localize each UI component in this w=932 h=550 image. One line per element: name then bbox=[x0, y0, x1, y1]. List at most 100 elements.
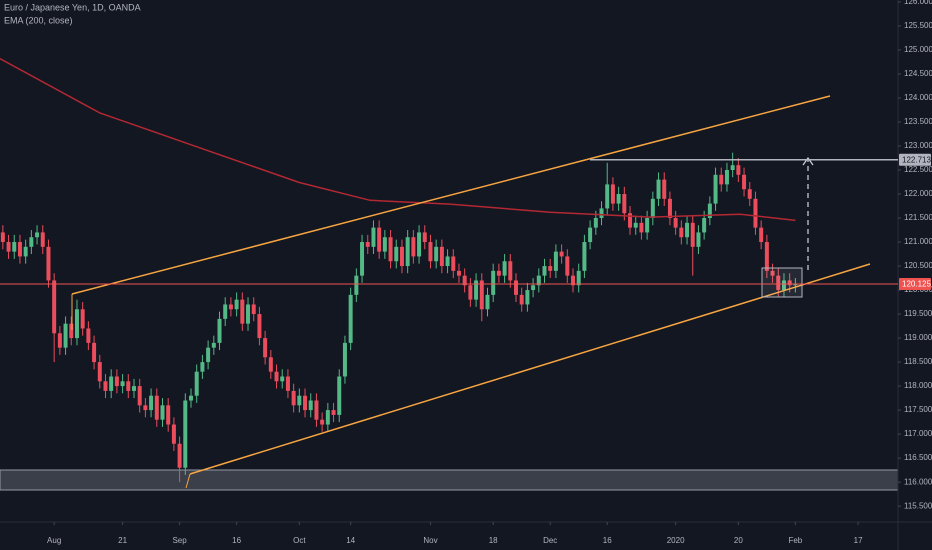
candle-body bbox=[183, 400, 188, 468]
candle-body bbox=[667, 198, 672, 219]
candle-body bbox=[439, 246, 444, 267]
candle-body bbox=[97, 362, 102, 382]
candle-body bbox=[394, 246, 399, 262]
candle-body bbox=[730, 165, 735, 170]
candle-body bbox=[736, 165, 741, 175]
candle-body bbox=[303, 395, 308, 411]
candle-body bbox=[491, 270, 496, 295]
y-tick-label: 120.500 bbox=[904, 261, 932, 270]
candle-body bbox=[679, 227, 684, 238]
candle-body bbox=[166, 405, 171, 425]
candle-body bbox=[724, 169, 729, 185]
x-tick-label: 17 bbox=[854, 536, 863, 545]
candle-body bbox=[69, 323, 74, 339]
candle-body bbox=[360, 242, 365, 276]
candle-body bbox=[662, 179, 667, 199]
channel-lower-anchor bbox=[185, 473, 191, 489]
candle-body bbox=[63, 323, 68, 348]
x-tick-label: Feb bbox=[788, 536, 802, 545]
indicator-legend: EMA (200, close) bbox=[4, 15, 73, 25]
candle-body bbox=[650, 198, 655, 219]
candle-body bbox=[628, 213, 633, 228]
candle-body bbox=[57, 333, 62, 348]
y-tick-label: 117.000 bbox=[904, 429, 932, 438]
y-tick-label: 122.500 bbox=[904, 165, 932, 174]
candle-body bbox=[263, 338, 268, 358]
candle-body bbox=[234, 299, 239, 310]
y-tick-label: 122.000 bbox=[904, 189, 932, 198]
candle-body bbox=[582, 242, 587, 271]
channel-lower bbox=[189, 263, 871, 475]
y-tick-label: 125.500 bbox=[904, 21, 932, 30]
price-label-box bbox=[899, 278, 931, 291]
candle-body bbox=[496, 270, 501, 276]
y-tick-label: 121.500 bbox=[904, 213, 932, 222]
candle-body bbox=[131, 386, 136, 391]
x-tick-label: Aug bbox=[47, 536, 61, 545]
candle-body bbox=[571, 275, 576, 286]
candle-body bbox=[177, 443, 182, 468]
candle-body bbox=[0, 232, 5, 243]
y-tick-label: 123.500 bbox=[904, 117, 932, 126]
candle-body bbox=[114, 376, 119, 387]
candle-body bbox=[685, 222, 690, 238]
candle-body bbox=[696, 232, 701, 247]
candle-body bbox=[525, 290, 530, 305]
candle-body bbox=[451, 256, 456, 271]
candle-body bbox=[599, 208, 604, 219]
ema-line bbox=[0, 57, 796, 222]
candle-body bbox=[474, 280, 479, 300]
candle-body bbox=[348, 294, 353, 343]
candle-body bbox=[160, 405, 165, 420]
candle-body bbox=[787, 280, 792, 286]
candle-body bbox=[268, 357, 273, 372]
candle-body bbox=[29, 237, 34, 247]
x-tick-label: Sep bbox=[172, 536, 187, 545]
candle-body bbox=[365, 242, 370, 247]
y-tick-label: 124.500 bbox=[904, 69, 932, 78]
candle-body bbox=[565, 256, 570, 276]
support-zone bbox=[0, 469, 899, 491]
candle-body bbox=[411, 237, 416, 257]
x-tick-label: 20 bbox=[734, 536, 743, 545]
candle-body bbox=[217, 318, 222, 343]
candle-body bbox=[320, 419, 325, 425]
candle-body bbox=[428, 242, 433, 262]
x-tick-label: 18 bbox=[489, 536, 498, 545]
candle-body bbox=[576, 270, 581, 286]
candle-body bbox=[149, 395, 154, 411]
x-tick-label: 16 bbox=[603, 536, 612, 545]
candle-body bbox=[753, 198, 758, 228]
candle-body bbox=[211, 342, 216, 348]
y-tick-label: 124.000 bbox=[904, 93, 932, 102]
candle-body bbox=[291, 390, 296, 406]
candle-body bbox=[194, 371, 199, 396]
candle-body bbox=[536, 275, 541, 286]
candle-body bbox=[513, 280, 518, 295]
y-tick-label: 119.000 bbox=[904, 333, 932, 342]
y-tick-label: 123.000 bbox=[904, 141, 932, 150]
y-tick-label: 121.000 bbox=[904, 237, 932, 246]
candle-body bbox=[23, 246, 28, 257]
candle-body bbox=[377, 227, 382, 252]
candle-body bbox=[103, 381, 108, 391]
candle-body bbox=[206, 347, 211, 363]
candle-body bbox=[548, 266, 553, 271]
candle-body bbox=[354, 275, 359, 295]
candle-body bbox=[388, 237, 393, 262]
candle-body bbox=[616, 194, 621, 204]
candle-body bbox=[593, 218, 598, 228]
candle-body bbox=[40, 232, 45, 247]
candle-body bbox=[776, 275, 781, 291]
candle-body bbox=[331, 410, 336, 415]
candle-body bbox=[120, 381, 125, 387]
y-tick-label: 125.000 bbox=[904, 45, 932, 54]
candle-body bbox=[542, 266, 547, 276]
candle-body bbox=[456, 270, 461, 276]
candle-body bbox=[171, 424, 176, 444]
candle-body bbox=[223, 304, 228, 319]
candle-body bbox=[422, 232, 427, 243]
x-tick-label: 21 bbox=[118, 536, 127, 545]
candle-body bbox=[109, 376, 114, 391]
